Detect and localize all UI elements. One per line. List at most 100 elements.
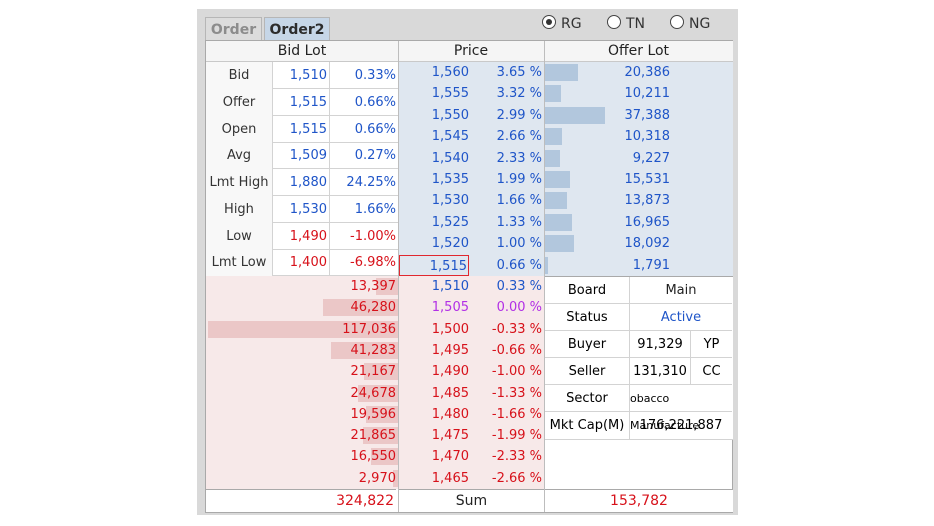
mktcap-value: 176,221,887: [639, 418, 723, 433]
bid-price[interactable]: 1,485: [431, 385, 469, 401]
offer-lot[interactable]: 1,791: [632, 257, 670, 273]
offer-pct: 2.33 %: [496, 150, 542, 166]
bid-lot[interactable]: 13,397: [350, 279, 397, 294]
info-row-status: Status Active: [545, 304, 732, 331]
bid-lot[interactable]: 16,550: [350, 449, 397, 465]
stat-pct: 0.33%: [354, 68, 396, 83]
offer-volume-bar: [545, 235, 575, 253]
offer-price[interactable]: 1,560: [431, 65, 469, 80]
offer-volume-bar: [545, 192, 568, 210]
offer-price[interactable]: 1,545: [431, 129, 469, 145]
bid-price[interactable]: 1,495: [431, 342, 469, 358]
offer-price[interactable]: 1,535: [431, 172, 469, 187]
bid-lot[interactable]: 24,678: [350, 385, 397, 401]
bid-pct: 0.00 %: [496, 300, 542, 316]
offer-price[interactable]: 1,540: [431, 150, 469, 166]
header-price[interactable]: Price: [398, 41, 544, 62]
stat-row: Lmt Low 1,400 -6.98%: [206, 249, 398, 277]
offer-lot[interactable]: 13,873: [624, 193, 671, 209]
offer-pct: 0.66 %: [496, 257, 542, 273]
offer-pct: 3.32 %: [496, 86, 542, 102]
bid-price[interactable]: 1,500: [431, 321, 469, 337]
stat-value: 1,510: [274, 62, 330, 89]
bid-lot[interactable]: 117,036: [342, 321, 396, 337]
bid-lot[interactable]: 21,865: [350, 428, 397, 444]
stat-label: Low: [206, 222, 273, 250]
bid-price[interactable]: 1,490: [431, 364, 469, 380]
radio-rg-label: RG: [561, 16, 582, 32]
stat-value: 1,490: [274, 222, 330, 250]
bid-price[interactable]: 1,475: [431, 428, 469, 444]
tab-order[interactable]: Order: [205, 17, 262, 41]
offer-price[interactable]: 1,525: [431, 214, 469, 230]
stat-row: Offer 1,515 0.66%: [206, 88, 398, 116]
offer-volume-bar: [545, 128, 562, 146]
bid-pct: -0.33 %: [491, 321, 542, 337]
offer-lot[interactable]: 16,965: [624, 214, 671, 230]
header-offer-lot[interactable]: Offer Lot: [544, 41, 733, 62]
radio-empty-icon: [607, 15, 621, 29]
bid-pct: -0.66 %: [491, 342, 542, 358]
bid-price[interactable]: 1,510: [431, 279, 469, 294]
buyer-code[interactable]: YP: [703, 337, 720, 352]
stat-value: 1,400: [274, 249, 330, 277]
info-divider: [544, 439, 733, 440]
bid-lot[interactable]: 46,280: [350, 300, 397, 316]
radio-ng-label: NG: [689, 16, 711, 32]
stat-row: High 1,530 1.66%: [206, 195, 398, 223]
bid-price[interactable]: 1,480: [431, 406, 469, 422]
bid-volume-bar: [322, 299, 398, 317]
offer-lot[interactable]: 9,227: [632, 150, 670, 166]
stat-value: 1,530: [274, 195, 330, 223]
bid-price[interactable]: 1,470: [431, 449, 469, 465]
radio-tn[interactable]: TN: [607, 15, 645, 33]
radio-ng[interactable]: NG: [670, 15, 710, 33]
radio-rg[interactable]: RG: [542, 15, 582, 33]
offer-lot[interactable]: 10,318: [624, 129, 671, 145]
bid-lot[interactable]: 41,283: [350, 342, 397, 358]
offer-lot[interactable]: 15,531: [624, 172, 671, 187]
offer-price[interactable]: 1,515: [399, 254, 469, 276]
offer-price[interactable]: 1,530: [431, 193, 469, 209]
offer-volume-bar: [545, 171, 570, 188]
stat-label: Avg: [206, 142, 273, 170]
offer-price[interactable]: 1,555: [431, 86, 469, 102]
header-bid-lot[interactable]: Bid Lot: [206, 41, 398, 62]
bid-pct: -1.00 %: [491, 364, 542, 380]
stat-value: 1,880: [274, 169, 330, 196]
bid-price[interactable]: 1,465: [431, 470, 469, 486]
info-row-sector: Sector obacco Manufacture: [545, 385, 732, 432]
stat-label: Lmt Low: [206, 249, 273, 277]
offer-pct: 1.00 %: [496, 236, 542, 252]
bid-price[interactable]: 1,505: [431, 300, 469, 316]
offer-price[interactable]: 1,520: [431, 236, 469, 252]
stat-label: Lmt High: [206, 169, 273, 196]
bid-volume-bar: [393, 469, 398, 487]
radio-tn-label: TN: [626, 16, 646, 32]
sum-label: Sum: [399, 489, 544, 512]
offer-rows: 1,560 3.65 % 20,386 1,555 3.32 % 10,211 1,550 2…: [398, 62, 733, 276]
stat-row: Open 1,515 0.66%: [206, 115, 398, 143]
mktcap-label: Mkt Cap(M): [545, 412, 630, 439]
stat-pct: 0.66%: [354, 94, 396, 110]
bid-lot[interactable]: 2,970: [358, 470, 396, 486]
stat-value: 1,515: [274, 88, 330, 116]
offer-lot[interactable]: 37,388: [624, 107, 671, 123]
seller-code[interactable]: CC: [702, 364, 721, 379]
bid-lot[interactable]: 21,167: [350, 364, 397, 380]
offer-lot[interactable]: 18,092: [624, 236, 671, 252]
stat-row: Low 1,490 -1.00%: [206, 222, 398, 250]
offer-pct: 2.66 %: [496, 129, 542, 145]
bid-lot[interactable]: 19,596: [350, 406, 397, 422]
board-label: Board: [545, 277, 630, 303]
offer-price[interactable]: 1,550: [431, 107, 469, 123]
tab-order2[interactable]: Order2: [264, 17, 330, 41]
offer-total: 153,782: [545, 489, 733, 512]
stat-pct: 24.25%: [346, 175, 396, 190]
offer-lot[interactable]: 20,386: [624, 65, 671, 80]
offer-volume-bar: [545, 149, 560, 167]
stat-row: Bid 1,510 0.33%: [206, 62, 398, 89]
bid-total: 324,822: [206, 489, 396, 512]
offer-volume-bar: [545, 106, 605, 124]
offer-lot[interactable]: 10,211: [624, 86, 671, 102]
